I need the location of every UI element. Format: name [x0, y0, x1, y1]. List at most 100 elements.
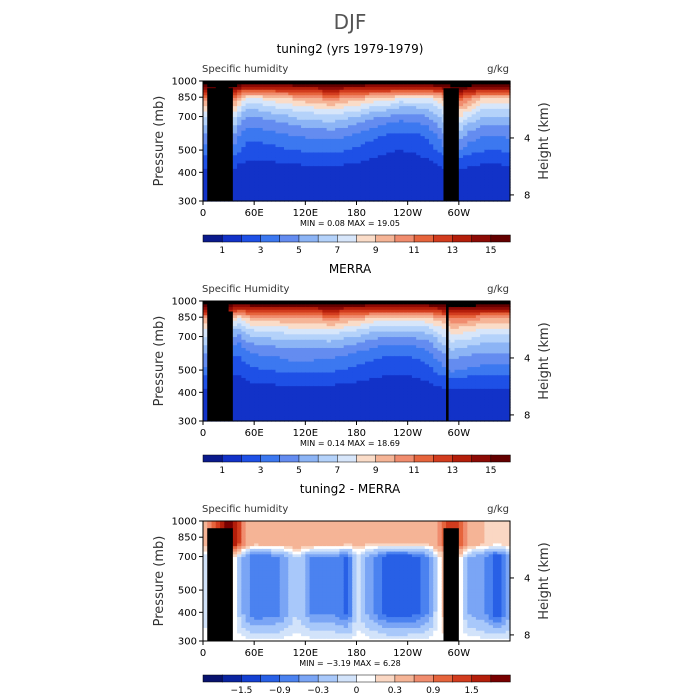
- contour-cell: [203, 141, 208, 145]
- contour-cell: [237, 179, 242, 183]
- contour-cell: [420, 119, 426, 123]
- contour-cell: [390, 102, 396, 107]
- contour-cell: [322, 341, 328, 346]
- contour-cell: [475, 176, 481, 180]
- contour-cell: [484, 171, 490, 175]
- contour-cell: [266, 162, 272, 167]
- contour-cell: [266, 317, 272, 321]
- contour-cell: [339, 407, 345, 411]
- contour-cell: [313, 339, 319, 343]
- contour-cell: [497, 119, 503, 123]
- contour-cell: [292, 309, 298, 313]
- contour-cell: [330, 418, 336, 422]
- contour-cell: [326, 116, 332, 120]
- contour-cell: [386, 89, 392, 93]
- contour-cell: [463, 190, 468, 194]
- contour-cell: [377, 146, 383, 150]
- contour-cell: [352, 190, 358, 194]
- contour-cell: [318, 94, 323, 98]
- contour-cell: [343, 108, 349, 112]
- contour-cell: [390, 83, 396, 88]
- contour-cell: [232, 113, 238, 118]
- contour-cell: [373, 192, 379, 197]
- contour-cell: [232, 89, 238, 93]
- contour-cell: [271, 121, 277, 126]
- contour-cell: [237, 311, 242, 316]
- contour-cell: [284, 399, 289, 403]
- contour-cell: [296, 371, 302, 376]
- contour-cell: [237, 415, 242, 419]
- contour-cell: [271, 309, 277, 313]
- contour-cell: [232, 116, 238, 120]
- contour-cell: [301, 121, 306, 126]
- contour-cell: [309, 89, 315, 93]
- contour-cell: [296, 358, 302, 362]
- contour-cell: [347, 130, 353, 134]
- contour-cell: [343, 314, 349, 318]
- contour-cell: [356, 165, 362, 169]
- contour-cell: [313, 401, 319, 406]
- contour-cell: [266, 350, 272, 354]
- contour-cell: [275, 113, 281, 118]
- contour-cell: [471, 165, 477, 169]
- contour-cell: [318, 358, 323, 362]
- contour-cell: [352, 369, 358, 373]
- contour-cell: [237, 89, 242, 93]
- contour-cell: [232, 369, 238, 373]
- contour-cell: [313, 325, 319, 329]
- contour-cell: [322, 124, 328, 128]
- contour-cell: [471, 162, 477, 167]
- contour-cell: [249, 328, 255, 332]
- contour-cell: [237, 121, 242, 126]
- contour-cell: [258, 361, 264, 365]
- contour-cell: [279, 181, 285, 186]
- contour-cell: [203, 339, 208, 343]
- contour-cell: [377, 171, 383, 175]
- contour-cell: [245, 328, 251, 332]
- contour-cell: [249, 179, 255, 183]
- contour-cell: [356, 301, 362, 305]
- contour-cell: [377, 168, 383, 172]
- contour-cell: [360, 366, 366, 370]
- contour-cell: [245, 121, 251, 126]
- contour-cell: [279, 143, 285, 148]
- contour-cell: [467, 143, 473, 148]
- contour-cell: [386, 179, 392, 183]
- contour-cell: [309, 401, 315, 406]
- contour-cell: [390, 198, 396, 202]
- contour-cell: [356, 86, 362, 90]
- contour-cell: [309, 138, 315, 142]
- contour-cell: [203, 322, 208, 327]
- contour-cell: [343, 358, 349, 362]
- contour-cell: [254, 143, 260, 148]
- contour-cell: [232, 358, 238, 362]
- contour-cell: [501, 111, 507, 115]
- contour-cell: [292, 322, 298, 327]
- contour-cell: [301, 301, 306, 305]
- contour-cell: [237, 119, 242, 123]
- contour-cell: [407, 168, 413, 172]
- contour-cell: [305, 377, 311, 381]
- contour-cell: [390, 165, 396, 169]
- contour-cell: [407, 165, 413, 169]
- contour-cell: [275, 138, 281, 142]
- contour-cell: [318, 146, 323, 150]
- contour-cell: [322, 127, 328, 131]
- contour-cell: [241, 418, 247, 422]
- contour-cell: [249, 187, 255, 191]
- contour-cell: [301, 91, 306, 96]
- contour-cell: [347, 157, 353, 161]
- contour-cell: [377, 121, 383, 126]
- contour-cell: [309, 382, 315, 387]
- contour-cell: [305, 124, 311, 128]
- contour-cell: [467, 130, 473, 134]
- contour-cell: [203, 410, 208, 414]
- contour-cell: [467, 102, 473, 107]
- contour-cell: [330, 146, 336, 150]
- contour-cell: [335, 168, 341, 172]
- contour-cell: [343, 130, 349, 134]
- contour-cell: [352, 415, 358, 419]
- contour-cell: [352, 100, 358, 104]
- contour-cell: [313, 366, 319, 370]
